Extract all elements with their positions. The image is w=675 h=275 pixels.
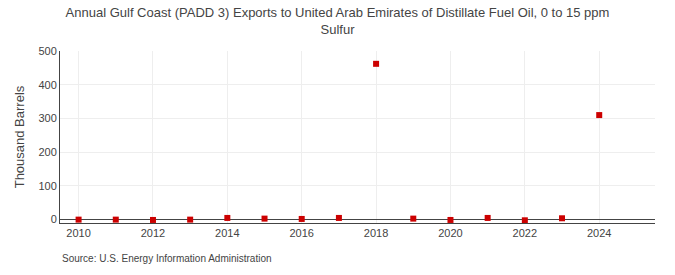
svg-text:2010: 2010 <box>66 227 90 239</box>
svg-text:Source: U.S. Energy Informatio: Source: U.S. Energy Information Administ… <box>62 253 272 264</box>
svg-text:300: 300 <box>38 112 56 124</box>
svg-text:2016: 2016 <box>289 227 313 239</box>
svg-text:2024: 2024 <box>587 227 611 239</box>
svg-text:2018: 2018 <box>364 227 388 239</box>
svg-text:500: 500 <box>38 45 56 57</box>
svg-text:Thousand Barrels: Thousand Barrels <box>12 85 27 188</box>
svg-text:2020: 2020 <box>438 227 462 239</box>
svg-text:2022: 2022 <box>513 227 537 239</box>
svg-text:200: 200 <box>38 146 56 158</box>
svg-text:0: 0 <box>51 213 57 225</box>
svg-text:2014: 2014 <box>215 227 239 239</box>
svg-text:Annual Gulf Coast (PADD 3) Exp: Annual Gulf Coast (PADD 3) Exports to Un… <box>66 5 610 37</box>
svg-text:100: 100 <box>38 180 56 192</box>
svg-text:400: 400 <box>38 79 56 91</box>
svg-text:2012: 2012 <box>141 227 165 239</box>
